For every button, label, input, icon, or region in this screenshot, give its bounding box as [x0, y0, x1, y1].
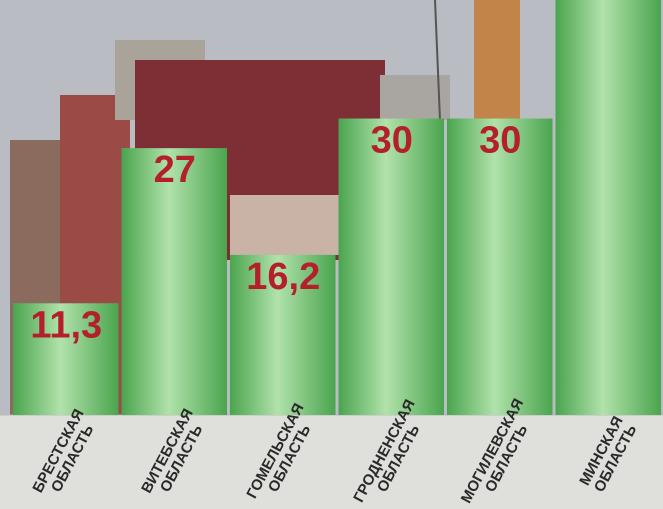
value-label: 11,3	[30, 304, 102, 346]
bar-shade	[339, 119, 445, 415]
bar-shade	[447, 119, 553, 415]
value-label: 27	[154, 149, 196, 191]
bar-shade	[556, 0, 662, 415]
infographic: 11,32716,23030 БРЕСТСКАЯ ОБЛАСТЬВИТЕБСКА…	[0, 0, 663, 509]
value-label: 16,2	[246, 256, 320, 298]
value-label: 30	[371, 120, 413, 162]
value-label: 30	[479, 120, 521, 162]
chart: 11,3 27 16,2 30 30	[0, 0, 663, 509]
